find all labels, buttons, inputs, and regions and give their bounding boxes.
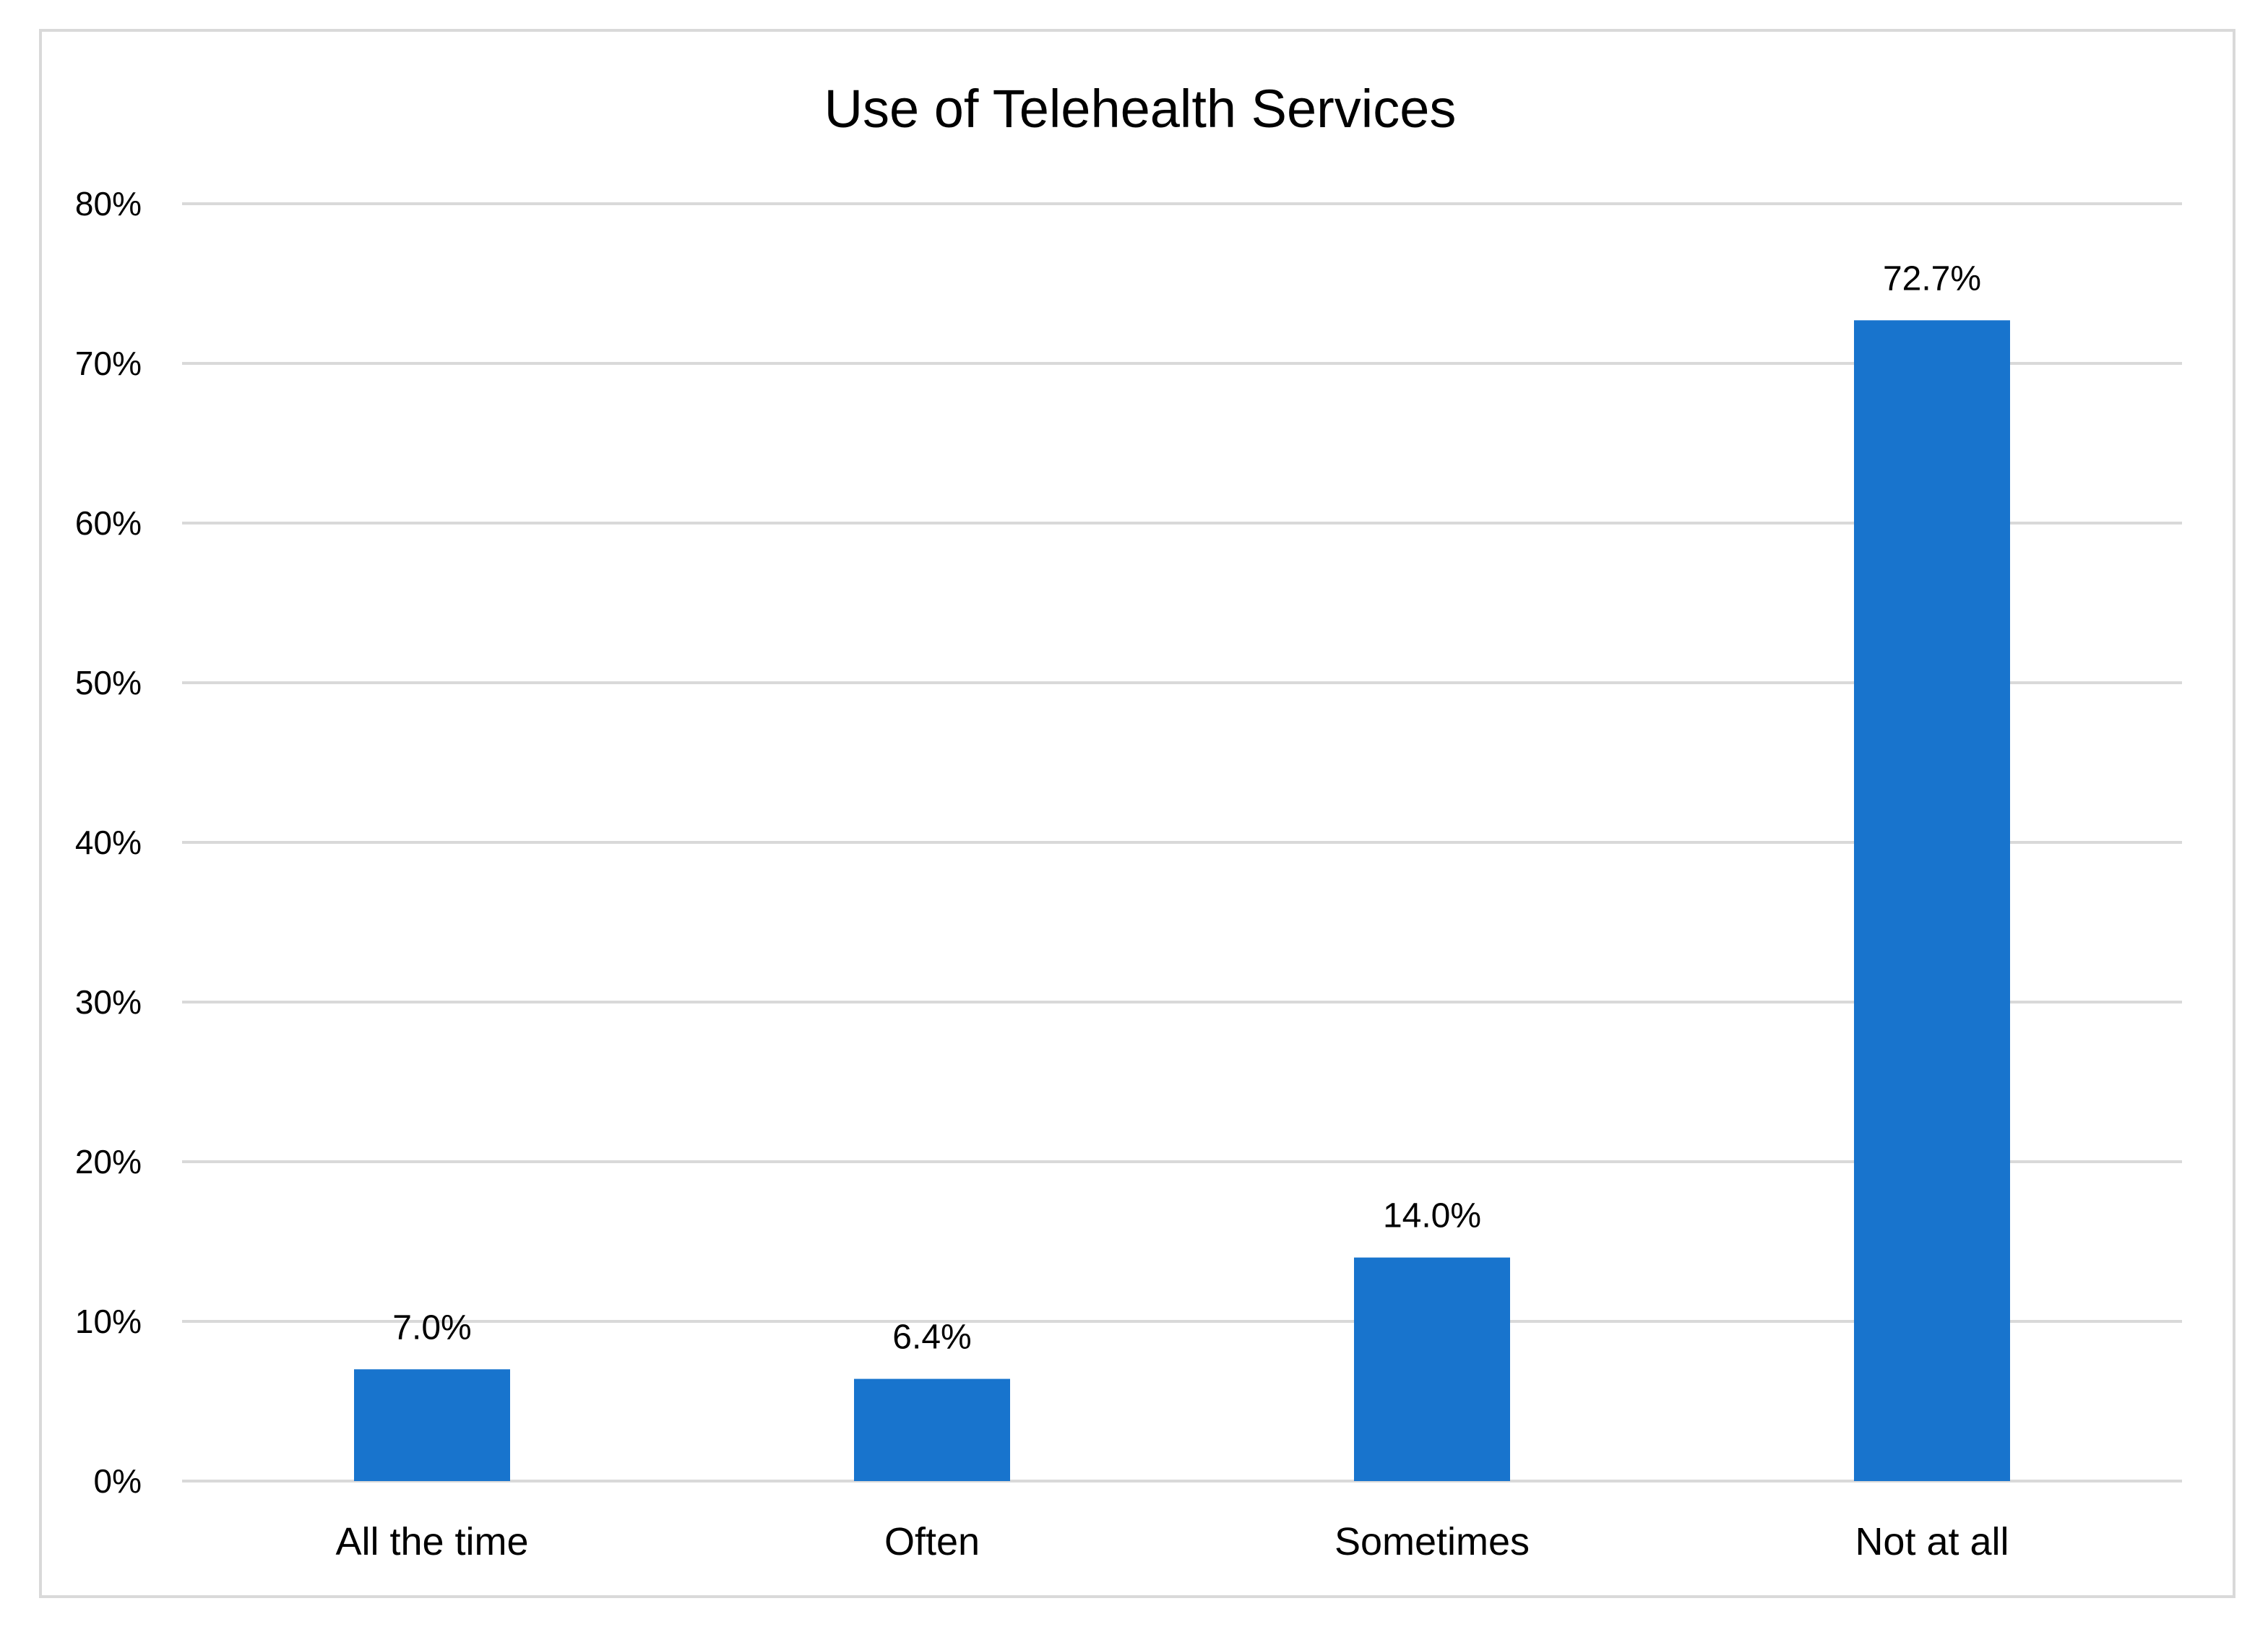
bar-all-the-time [354, 1369, 510, 1481]
data-label: 7.0% [392, 1308, 471, 1347]
chart-title: Use of Telehealth Services [824, 79, 1457, 139]
y-tick-label: 10% [75, 1303, 142, 1340]
y-tick-label: 50% [75, 664, 142, 702]
bar-not-at-all [1854, 320, 2010, 1482]
y-tick-label: 60% [75, 504, 142, 542]
data-labels: 7.0% 6.4% 14.0% 72.7% [392, 259, 1981, 1356]
y-tick-label: 80% [75, 185, 142, 223]
y-axis-tick-labels: 0% 10% 20% 30% 40% 50% 60% 70% 80% [75, 185, 142, 1500]
bar-often [854, 1378, 1010, 1481]
data-label: 6.4% [892, 1319, 971, 1357]
gridlines [182, 202, 2182, 1483]
data-label: 72.7% [1883, 259, 1981, 298]
bars [354, 320, 2010, 1482]
x-category-label: All the time [335, 1520, 528, 1563]
y-tick-label: 40% [75, 824, 142, 861]
data-label: 14.0% [1383, 1197, 1481, 1235]
y-tick-label: 70% [75, 345, 142, 382]
y-tick-label: 0% [94, 1462, 142, 1500]
x-category-label: Not at all [1855, 1520, 2009, 1563]
x-axis-category-labels: All the time Often Sometimes Not at all [335, 1520, 2009, 1563]
y-tick-label: 20% [75, 1143, 142, 1181]
bar-sometimes [1354, 1257, 1510, 1481]
x-category-label: Sometimes [1335, 1520, 1530, 1563]
y-tick-label: 30% [75, 983, 142, 1021]
x-category-label: Often [884, 1520, 980, 1563]
